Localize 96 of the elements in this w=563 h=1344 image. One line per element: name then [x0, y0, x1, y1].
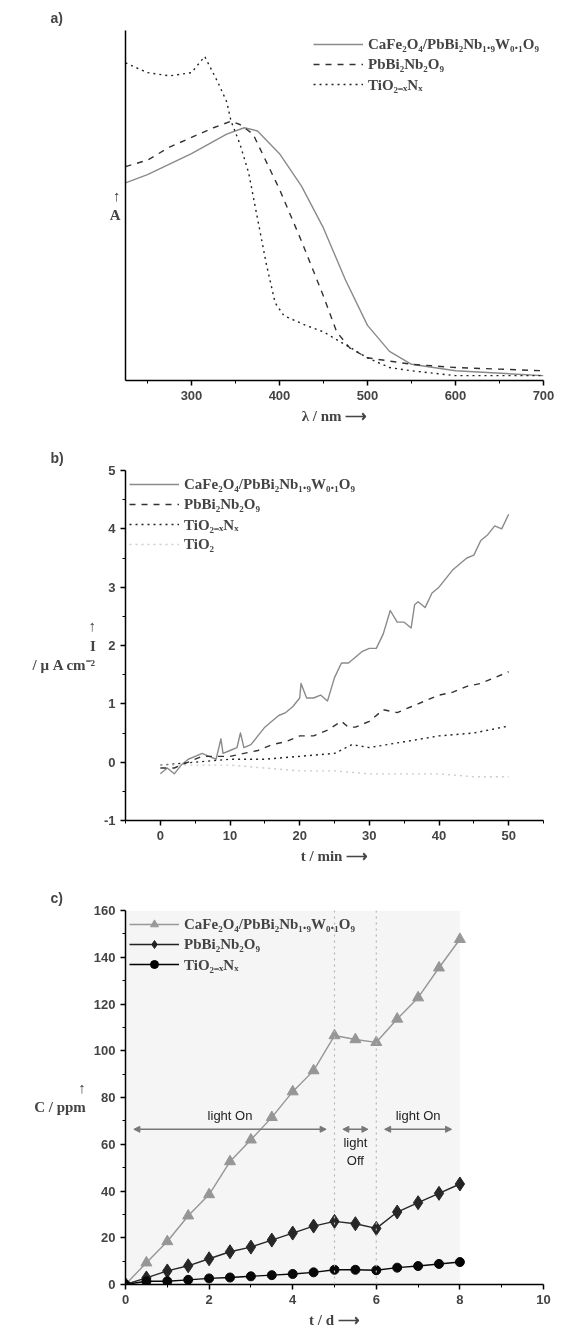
legend-label: CaFe₂O₄/PbBi₂Nb₁.₉W₀.₁O₉ — [184, 475, 355, 493]
y-axis-title: ↑ I / μ A cm⁻² — [31, 618, 97, 673]
point — [244, 1132, 257, 1144]
line-series — [159, 513, 510, 775]
x-tick-label: 700 — [532, 387, 555, 403]
x-tick-label: 6 — [372, 1291, 380, 1307]
point — [287, 1268, 298, 1279]
x-tick-label: 0 — [121, 1291, 130, 1307]
point — [225, 1272, 235, 1283]
point — [203, 1187, 216, 1199]
point — [391, 1012, 404, 1023]
point — [265, 1110, 278, 1122]
x-tick-label: 4 — [289, 1291, 298, 1307]
y-tick-label: 120 — [93, 996, 116, 1012]
x-tick-label: 2 — [205, 1291, 213, 1307]
point — [412, 990, 425, 1002]
line-series — [159, 671, 510, 769]
y-tick-label: 60 — [101, 1136, 116, 1152]
legend-label: PbBi₂Nb₂O₉ — [184, 935, 261, 953]
legend-label: TiO₂₋ₓNₓ — [184, 516, 239, 534]
point — [308, 1267, 319, 1278]
x-tick-label: 0 — [156, 827, 164, 843]
point — [224, 1154, 236, 1166]
x-tick-label: 8 — [456, 1291, 464, 1307]
point — [370, 1035, 383, 1047]
point — [434, 1258, 444, 1269]
point — [454, 1176, 466, 1192]
point — [182, 1208, 195, 1220]
chart-title: a) — [50, 9, 63, 26]
y-tick-label: 20 — [101, 1230, 116, 1246]
point — [371, 1265, 382, 1276]
x-axis-title: λ / nm ⟶ — [301, 407, 368, 424]
point — [204, 1273, 215, 1284]
x-axis-title: t / min ⟶ — [300, 847, 369, 864]
x-tick-label: 400 — [268, 387, 291, 403]
band-label: light Off — [343, 1135, 368, 1169]
legend-label: CaFe₂O₄/PbBi₂Nb₁.₉W₀.₁O₉ — [184, 915, 355, 933]
point — [245, 1271, 256, 1282]
point — [307, 1063, 320, 1075]
point — [454, 1257, 465, 1268]
x-tick-label: 50 — [501, 827, 516, 843]
point — [392, 1262, 403, 1273]
chart-title: b) — [50, 449, 64, 466]
point — [433, 960, 445, 972]
point — [412, 1195, 424, 1211]
y-tick-label: 4 — [108, 521, 117, 537]
y-tick-label: 40 — [101, 1183, 116, 1199]
line-series — [159, 764, 510, 778]
point — [266, 1270, 277, 1281]
point — [349, 1032, 362, 1044]
point — [286, 1084, 299, 1096]
legend-label: TiO₂₋ₓNₓ — [368, 76, 423, 94]
x-tick-label: 600 — [444, 387, 467, 403]
x-tick-label: 10 — [536, 1291, 551, 1307]
band-label: light On — [395, 1108, 441, 1124]
point — [162, 1276, 173, 1285]
point — [413, 1261, 424, 1272]
point — [141, 1276, 152, 1285]
y-tick-label: -1 — [103, 813, 116, 828]
point — [183, 1274, 194, 1285]
x-tick-label: 300 — [180, 387, 203, 403]
legend-label: CaFe₂O₄/PbBi₂Nb₁.₉W₀.₁O₉ — [368, 35, 539, 53]
x-tick-label: 30 — [362, 827, 377, 843]
x-tick-label: 10 — [222, 827, 238, 843]
x-axis-title: t / d ⟶ — [309, 1311, 360, 1328]
y-tick-label: 3 — [108, 579, 116, 595]
point — [350, 1264, 361, 1275]
point — [161, 1234, 174, 1246]
y-tick-label: 0 — [108, 1277, 116, 1292]
legend-label: PbBi₂Nb₂O₉ — [184, 495, 261, 513]
point — [453, 932, 466, 943]
y-tick-label: 140 — [93, 949, 116, 965]
y-tick-label: 5 — [108, 463, 116, 478]
x-tick-label: 500 — [356, 387, 379, 403]
point — [245, 1239, 257, 1255]
legend-label: PbBi₂Nb₂O₉ — [368, 55, 445, 73]
x-tick-label: 20 — [292, 827, 307, 843]
y-tick-label: 80 — [101, 1090, 116, 1105]
y-tick-label: 1 — [108, 696, 116, 712]
point — [224, 1244, 236, 1260]
point — [140, 1255, 153, 1267]
chart-title: c) — [50, 889, 63, 906]
y-tick-label: 160 — [93, 903, 116, 918]
legend-label: TiO₂ — [184, 535, 215, 553]
y-axis-title: ↑ C / ppm — [34, 1079, 87, 1116]
band-label: light On — [207, 1108, 253, 1124]
point — [329, 1264, 340, 1275]
y-tick-label: 0 — [108, 754, 116, 770]
legend-label: TiO₂₋ₓNₓ — [184, 956, 239, 974]
point — [433, 1185, 445, 1201]
point — [203, 1251, 215, 1267]
y-tick-label: 2 — [108, 638, 116, 653]
point — [328, 1028, 341, 1040]
y-tick-label: 100 — [93, 1043, 116, 1059]
y-axis-title: ↑ A — [109, 187, 121, 224]
x-tick-label: 40 — [431, 827, 447, 843]
